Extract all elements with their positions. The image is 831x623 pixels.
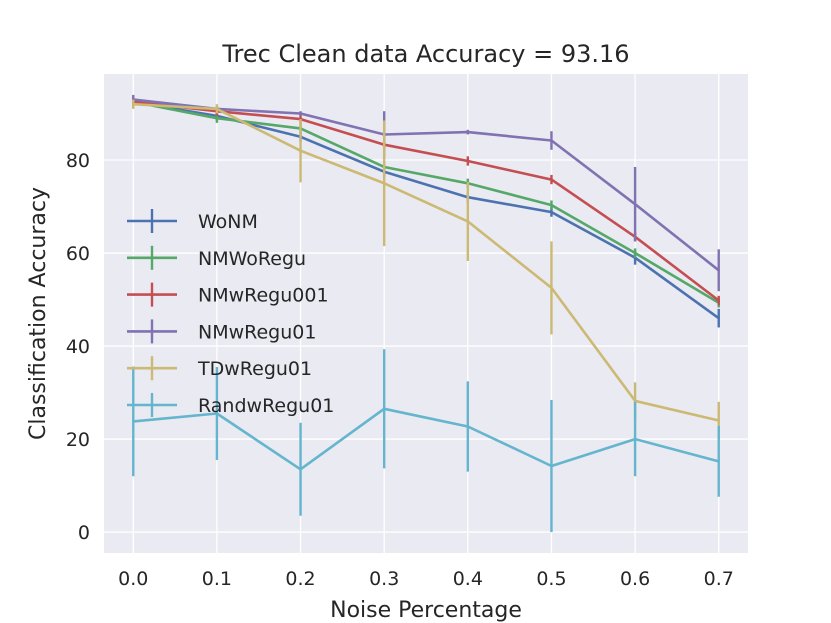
x-axis-ticks: 0.0 0.1 0.2 0.3 0.4 0.5 0.6 0.7 [118,568,734,590]
series-line [133,100,720,302]
data-point [717,460,720,463]
legend-item: NMwRegu001 [127,282,329,307]
data-point [550,178,553,181]
data-point [299,112,302,115]
legend-item: NMWoRegu [127,245,306,270]
x-tick-label: 0.0 [118,568,148,590]
x-tick-label: 0.4 [453,568,483,590]
legend-label: WoNM [198,211,258,233]
y-tick-label: 40 [66,336,90,358]
data-point [717,419,720,422]
y-axis-label: Classification Accuracy [26,187,51,440]
x-tick-label: 0.3 [369,568,399,590]
data-point [550,203,553,207]
y-tick-label: 80 [66,150,90,172]
data-point [215,116,219,120]
plot-area [104,74,748,553]
x-axis-label: Noise Percentage [330,598,522,623]
data-point [550,464,553,468]
data-point [215,107,219,111]
data-point [132,420,135,423]
y-tick-label: 20 [66,429,90,451]
legend: WoNM NMWoRegu NMwRegu001 NMwRegu01 TDwRegu01… [127,209,334,417]
data-point [466,425,470,428]
series-layer [132,94,720,533]
data-point [550,286,553,290]
legend-item: WoNM [127,209,258,233]
x-tick-label: 0.5 [536,568,566,590]
data-point [382,182,386,185]
x-tick-label: 0.1 [202,568,232,590]
y-tick-label: 0 [78,522,90,544]
data-point [299,149,302,152]
legend-label: NMwRegu01 [198,321,316,343]
legend-label: RandwRegu01 [198,395,334,417]
series-RandwRegu01 [132,349,720,533]
data-point [633,203,637,206]
legend-item: TDwRegu01 [127,356,312,381]
data-point [382,407,386,411]
data-point [299,468,302,471]
data-point [466,130,470,134]
data-point [633,251,637,255]
data-point [550,210,553,214]
series-line [133,98,720,272]
x-tick-label: 0.6 [620,568,650,590]
data-point [717,316,720,320]
legend-item: RandwRegu01 [127,393,334,417]
data-point [633,437,637,441]
y-axis-ticks: 0 20 40 60 80 [66,150,90,544]
legend-label: NMWoRegu [198,248,306,270]
data-point [215,412,219,415]
data-point [550,139,553,142]
series-line [133,100,720,304]
data-point [717,269,720,272]
data-point [132,103,135,106]
series-line [133,102,719,422]
data-point [466,159,470,163]
chart-title: Trec Clean data Accuracy = 93.16 [221,40,629,68]
data-point [466,220,470,223]
legend-label: TDwRegu01 [197,358,312,380]
y-tick-label: 60 [66,243,90,265]
data-point [633,399,637,403]
legend-item: NMwRegu01 [127,319,316,344]
series-line [133,407,720,471]
legend-label: NMwRegu001 [198,285,329,307]
data-point [717,299,720,302]
x-tick-label: 0.2 [285,568,315,590]
x-tick-label: 0.7 [704,568,734,590]
